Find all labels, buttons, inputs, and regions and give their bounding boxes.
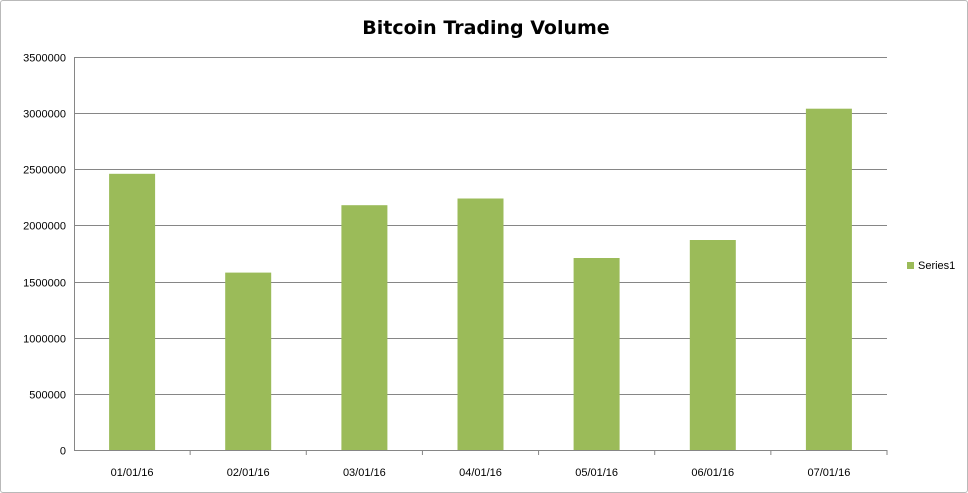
x-tick-label: 04/01/16 <box>459 467 502 479</box>
bar <box>689 240 736 450</box>
y-tick-label: 0 <box>60 446 66 458</box>
axes <box>74 57 887 451</box>
y-tick-label: 3500000 <box>23 53 66 65</box>
y-axis-tick-labels: 0 500000 1000000 1500000 2000000 2500000 30000… <box>23 53 66 458</box>
y-tick-label: 2000000 <box>23 221 66 233</box>
legend-label-series1: Series1 <box>918 260 955 272</box>
legend-swatch-series1 <box>907 262 914 269</box>
x-tick-label: 07/01/16 <box>808 467 851 479</box>
x-tick-label: 02/01/16 <box>227 467 270 479</box>
bars <box>109 108 852 451</box>
bar <box>341 205 388 450</box>
legend: Series1 <box>907 260 955 272</box>
x-tick-label: 06/01/16 <box>691 467 734 479</box>
y-tick-label: 3000000 <box>23 109 66 121</box>
x-tick-label: 01/01/16 <box>111 467 154 479</box>
y-tick-label: 1000000 <box>23 334 66 346</box>
bar <box>109 173 156 451</box>
bar <box>225 272 272 450</box>
chart-title: Bitcoin Trading Volume <box>362 17 609 39</box>
y-tick-label: 2500000 <box>23 165 66 177</box>
x-tick-label: 03/01/16 <box>343 467 386 479</box>
y-tick-label: 500000 <box>29 390 66 402</box>
bar <box>573 258 620 450</box>
bar <box>805 108 852 450</box>
x-axis-tick-labels: 01/01/16 02/01/16 03/01/16 04/01/16 05/01/16… <box>111 450 888 479</box>
bar <box>457 198 504 450</box>
y-tick-label: 1500000 <box>23 278 66 290</box>
x-tick-label: 05/01/16 <box>575 467 618 479</box>
